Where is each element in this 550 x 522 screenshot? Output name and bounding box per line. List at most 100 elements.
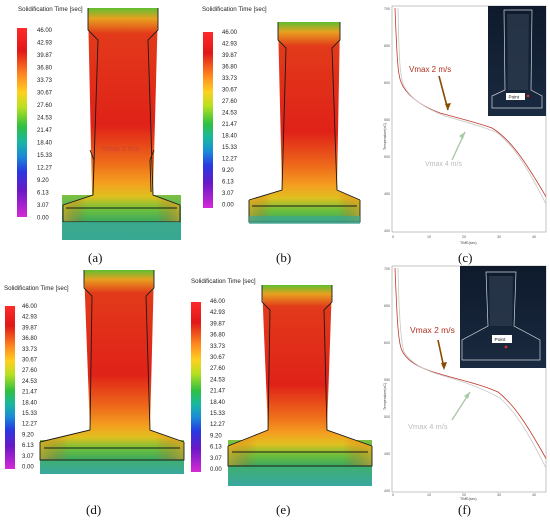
y-ticks: 700 650 600 550 500 450 400 [384,7,390,233]
colorbar-tick: 36.80 [210,333,226,339]
colorbar-tick: 15.33 [37,153,53,159]
colorbar-title: Solidification Time [sec] [191,278,256,285]
colorbar-tick: 24.53 [210,377,226,383]
panel-label-f: (f) [458,502,471,517]
axis-ylabel: Temperature(oC) [383,383,387,410]
colorbar-tick: 0.00 [222,203,234,209]
colorbar-tick: 36.80 [37,66,53,72]
colorbar-tick: 9.20 [222,168,234,174]
colorbar-tick: 46.00 [37,28,53,34]
panel-e: Solidification Time [sec] 46.00 42.93 39… [191,278,373,517]
colorbar-tick: 24.53 [37,116,53,122]
colorbar-tick: 42.93 [22,315,38,321]
colorbar-tick: 21.47 [37,128,53,134]
panel-c: Point Vmax 2 m/s Vmax 4 m/s Temperature(… [383,5,547,265]
y-tick: 550 [384,118,390,122]
colorbar-tick: 9.20 [37,178,49,184]
colorbar [5,306,15,469]
panel-b: Solidification Time [sec] 46.00 42.93 39… [202,6,361,265]
colorbar-tick: 12.27 [222,157,238,163]
colorbar-title: Solidification Time [sec] [202,6,267,13]
curve-vmax-4 [397,267,546,469]
panel-label-a: (a) [88,250,102,265]
colorbar-tick: 3.07 [222,191,234,197]
colorbar-tick: 0.00 [37,216,49,222]
panel-f: Point Vmax 2 m/s Vmax 4 m/s Temperature(… [383,265,547,517]
colorbar-tick: 33.73 [210,344,226,350]
colorbar-tick: 15.33 [22,411,38,417]
panel-label-b: (b) [276,250,291,265]
casting-render [39,270,185,474]
colorbar-tick: 12.27 [37,166,53,172]
x-tick: 0 [392,493,394,497]
inset-photo: Point [460,266,546,368]
colorbar-tick: 36.80 [222,65,238,71]
x-tick: 40 [532,235,536,239]
x-ticks: 0 10 20 30 40 [392,235,536,239]
axis-xlabel: TIME(sec) [460,497,477,501]
colorbar-tick: 6.13 [22,443,34,449]
colorbar-tick: 39.87 [222,53,238,59]
colorbar-tick: 15.33 [222,145,238,151]
colorbar-tick: 33.73 [22,347,38,353]
casting-render [227,285,373,486]
y-tick: 550 [384,378,390,382]
annotation-vmax-2: Vmax 2 m/s [409,65,451,74]
colorbar-tick: 24.53 [222,111,238,117]
colorbar-title: Solidification Time [sec] [18,6,83,13]
y-tick: 400 [384,229,390,233]
x-tick: 20 [462,235,466,239]
inset-point-label: Point [509,95,520,100]
colorbar [203,32,213,208]
colorbar-tick: 18.40 [210,400,226,406]
casting-render [248,22,361,224]
colorbar-tick: 39.87 [210,321,226,327]
axis-ylabel: Temperature(oC) [383,123,387,150]
colorbar-tick: 21.47 [210,389,226,395]
colorbar-tick: 12.27 [210,422,226,428]
y-tick: 450 [384,452,390,456]
colorbar-tick: 21.47 [222,122,238,128]
y-tick: 650 [384,304,390,308]
colorbar-tick: 0.00 [22,465,34,471]
colorbar-tick: 33.73 [37,78,53,84]
x-tick: 30 [497,235,501,239]
colorbar-tick: 18.40 [222,134,238,140]
colorbar-tick: 39.87 [37,53,53,59]
colorbar-tick: 46.00 [210,299,226,305]
colorbar-tick: 42.93 [37,41,53,47]
y-tick: 450 [384,192,390,196]
y-ticks: 700 650 600 550 500 450 400 [384,267,390,493]
casting-render [62,8,181,240]
x-tick: 0 [392,235,394,239]
colorbar-tick: 9.20 [22,432,34,438]
colorbar-tick: 39.87 [22,325,38,331]
x-tick: 20 [462,493,466,497]
colorbar [191,302,201,472]
annotation-vmax-4: Vmax 4 m/s [425,161,462,168]
colorbar-tick: 33.73 [222,76,238,82]
x-tick: 40 [532,493,536,497]
panel-label-d: (d) [86,502,101,517]
colorbar-tick: 30.67 [37,91,53,97]
y-tick: 500 [384,155,390,159]
colorbar-tick: 18.40 [22,400,38,406]
inset-point-label: Point [495,337,507,343]
curve-vmax-2 [394,7,546,198]
y-tick: 650 [384,44,390,48]
colorbar-tick: 36.80 [22,336,38,342]
colorbar-tick: 42.93 [222,42,238,48]
y-tick: 500 [384,415,390,419]
colorbar-tick: 46.00 [222,30,238,36]
colorbar-tick: 46.00 [22,304,38,310]
colorbar-tick: 27.60 [22,368,38,374]
y-tick: 700 [384,7,390,11]
colorbar-tick: 3.07 [37,203,49,209]
colorbar-tick: 42.93 [210,310,226,316]
colorbar-tick: 24.53 [22,379,38,385]
x-tick: 10 [427,493,431,497]
x-ticks: 0 10 20 30 40 [392,493,536,497]
colorbar-tick: 12.27 [22,422,38,428]
curve-vmax-2 [394,267,546,460]
